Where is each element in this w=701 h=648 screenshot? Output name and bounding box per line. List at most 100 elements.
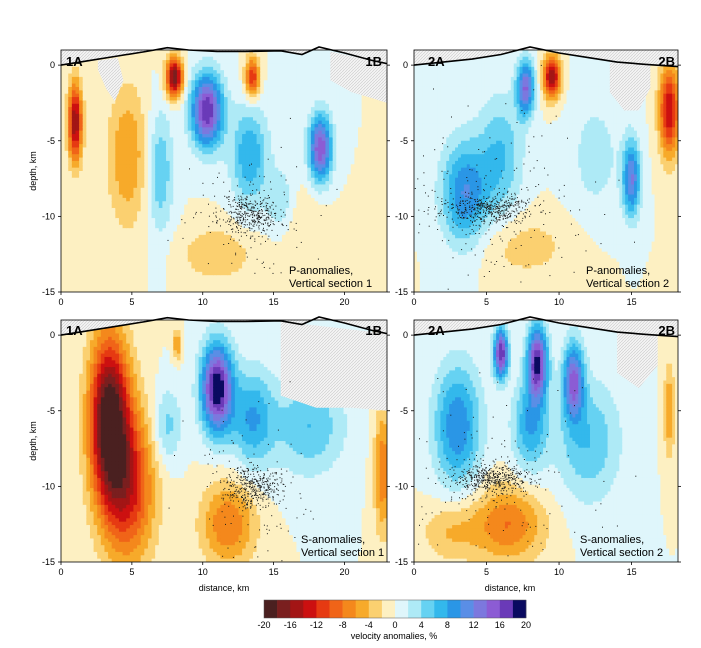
- anomaly-cell: [281, 123, 287, 128]
- anomaly-cell: [292, 201, 298, 206]
- anomaly-cell: [238, 60, 243, 65]
- anomaly-cell: [263, 191, 269, 196]
- anomaly-cell: [184, 90, 189, 95]
- anomaly-cell: [260, 76, 265, 81]
- anomaly-cell: [195, 214, 200, 219]
- anomaly-cell: [263, 228, 269, 233]
- anomaly-cell: [104, 144, 109, 149]
- anomaly-cell: [195, 137, 200, 142]
- anomaly-cell: [252, 66, 258, 71]
- anomaly-cell: [292, 63, 298, 68]
- anomaly-cell: [151, 174, 156, 179]
- anomaly-cell: [126, 251, 131, 256]
- anomaly-cell: [93, 191, 98, 196]
- anomaly-cell: [158, 167, 164, 172]
- anomaly-cell: [296, 56, 301, 61]
- anomaly-cell: [234, 218, 240, 223]
- anomaly-cell: [173, 281, 178, 286]
- anomaly-cell: [260, 150, 265, 155]
- anomaly-cell: [129, 278, 135, 283]
- anomaly-cell: [184, 66, 189, 71]
- anomaly-cell: [151, 238, 156, 243]
- anomaly-cell: [82, 117, 87, 122]
- anomaly-cell: [169, 181, 174, 186]
- anomaly-cell: [278, 251, 283, 256]
- anomaly-cell: [158, 211, 164, 216]
- anomaly-cell: [256, 177, 261, 182]
- anomaly-cell: [285, 171, 290, 175]
- anomaly-cell: [118, 214, 124, 219]
- anomaly-cell: [242, 137, 247, 142]
- anomaly-cell: [140, 113, 145, 118]
- anomaly-cell: [234, 184, 240, 189]
- anomaly-cell: [296, 228, 301, 233]
- anomaly-cell: [180, 187, 185, 192]
- anomaly-cell: [162, 63, 167, 68]
- anomaly-cell: [100, 90, 106, 95]
- anomaly-cell: [173, 171, 178, 175]
- anomaly-cell: [303, 268, 308, 273]
- anomaly-cell: [285, 228, 290, 233]
- anomaly-cell: [220, 221, 225, 226]
- anomaly-cell: [198, 76, 203, 81]
- anomaly-cell: [68, 285, 73, 290]
- anomaly-cell: [104, 174, 109, 179]
- anomaly-cell: [71, 66, 77, 71]
- anomaly-cell: [68, 184, 73, 189]
- anomaly-cell: [231, 238, 236, 243]
- anomaly-cell: [274, 130, 279, 135]
- anomaly-cell: [126, 271, 131, 276]
- anomaly-cell: [300, 140, 305, 145]
- anomaly-cell: [285, 288, 290, 292]
- anomaly-cell: [61, 157, 66, 162]
- anomaly-cell: [151, 258, 156, 263]
- anomaly-cell: [68, 90, 73, 95]
- anomaly-cell: [115, 275, 120, 280]
- anomaly-cell: [86, 207, 91, 212]
- anomaly-cell: [216, 281, 221, 286]
- anomaly-cell: [303, 184, 308, 189]
- anomaly-cell: [75, 160, 80, 165]
- anomaly-cell: [86, 86, 91, 91]
- anomaly-cell: [267, 97, 272, 102]
- anomaly-cell: [271, 255, 276, 259]
- anomaly-cell: [147, 117, 153, 122]
- anomaly-cell: [242, 150, 247, 155]
- anomaly-cell: [155, 228, 160, 233]
- anomaly-cell: [75, 100, 80, 105]
- anomaly-cell: [137, 110, 142, 115]
- anomaly-cell: [176, 50, 182, 54]
- anomaly-cell: [227, 80, 232, 85]
- anomaly-cell: [307, 144, 312, 149]
- anomaly-cell: [249, 278, 254, 283]
- anomaly-cell: [285, 218, 290, 223]
- anomaly-cell: [169, 238, 174, 243]
- anomaly-cell: [187, 218, 192, 223]
- anomaly-cell: [285, 271, 290, 276]
- anomaly-cell: [75, 97, 80, 102]
- anomaly-cell: [75, 201, 80, 206]
- anomaly-cell: [129, 134, 135, 138]
- anomaly-cell: [205, 86, 211, 91]
- anomaly-cell: [209, 76, 214, 81]
- anomaly-cell: [89, 275, 95, 280]
- anomaly-cell: [195, 123, 200, 128]
- anomaly-cell: [176, 134, 182, 138]
- anomaly-cell: [191, 187, 196, 192]
- anomaly-cell: [162, 228, 167, 233]
- anomaly-cell: [249, 113, 254, 118]
- anomaly-cell: [296, 160, 301, 165]
- anomaly-cell: [155, 265, 160, 270]
- anomaly-cell: [169, 231, 174, 236]
- anomaly-cell: [263, 194, 269, 199]
- anomaly-cell: [227, 194, 232, 199]
- anomaly-cell: [209, 255, 214, 259]
- anomaly-cell: [252, 150, 258, 155]
- anomaly-cell: [97, 167, 102, 172]
- anomaly-cell: [173, 60, 178, 65]
- anomaly-cell: [89, 181, 95, 186]
- anomaly-cell: [158, 228, 164, 233]
- anomaly-cell: [249, 241, 254, 246]
- anomaly-cell: [61, 285, 66, 290]
- anomaly-cell: [158, 268, 164, 273]
